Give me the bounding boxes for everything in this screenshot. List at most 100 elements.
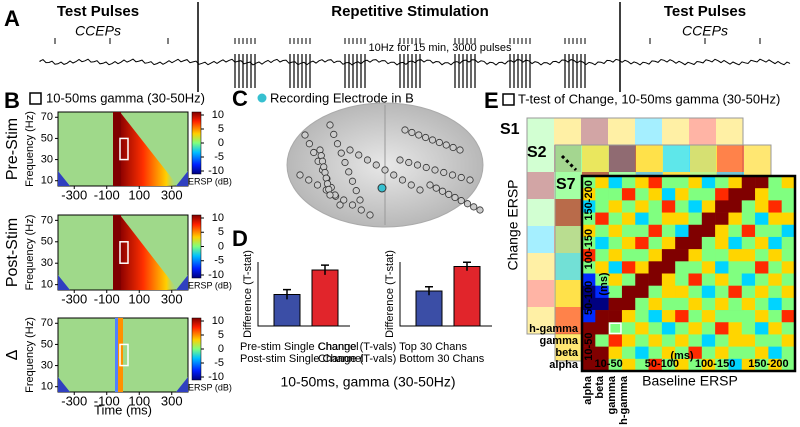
colorbar-label: ERSP (dB)	[188, 176, 232, 186]
matrix-cell	[741, 224, 756, 238]
x-tick-label: -100	[94, 187, 120, 202]
stack-cell	[527, 145, 554, 172]
matrix-cell	[648, 334, 663, 347]
matrix-cell	[595, 358, 609, 372]
matrix-cell	[755, 273, 769, 286]
matrix-cell	[728, 188, 743, 201]
band-label: h-gamma	[618, 375, 630, 425]
roi-box	[608, 322, 622, 335]
matrix-cell	[701, 346, 716, 360]
matrix-cell	[728, 176, 743, 189]
x-tick-label: 100	[128, 187, 150, 202]
title: Test Pulses	[57, 3, 139, 20]
stack-cell	[527, 172, 554, 199]
colorbar-tick-label: -5	[214, 151, 224, 163]
x-tick-label: 100	[128, 291, 150, 306]
stack-cell	[555, 226, 582, 253]
electrode	[313, 181, 322, 189]
stack-cell	[608, 118, 635, 145]
matrix-cell	[608, 261, 623, 274]
electrode	[301, 131, 309, 139]
matrix-cell	[661, 358, 676, 372]
matrix-cell	[595, 236, 609, 250]
matrix-cell	[595, 200, 609, 213]
electrode	[401, 126, 409, 134]
matrix-cell	[675, 176, 689, 189]
matrix-cell	[741, 200, 756, 213]
stack-cell	[527, 253, 554, 280]
roi-box	[119, 137, 129, 161]
colorbar-tick-label: -5	[214, 255, 224, 267]
electrode	[442, 141, 450, 149]
panel-letter: C	[232, 86, 248, 111]
matrix-cell	[715, 249, 729, 262]
matrix-cell	[755, 236, 769, 250]
matrix-cell	[661, 285, 676, 299]
electrode	[440, 168, 448, 177]
matrix-cell	[675, 236, 689, 250]
y-tick-label: 50	[41, 132, 53, 144]
electrode	[448, 171, 457, 179]
matrix-cell	[701, 212, 716, 226]
matrix-cell	[755, 310, 769, 323]
matrix-cell	[661, 261, 676, 274]
matrix-cell	[688, 297, 703, 311]
matrix-cell	[648, 322, 663, 335]
matrix-cell	[728, 310, 743, 323]
matrix-cell	[741, 176, 756, 189]
matrix-cell	[582, 249, 596, 262]
electrode	[352, 187, 360, 195]
stack-cell	[581, 118, 608, 145]
error-bar	[425, 286, 433, 296]
matrix-cell	[688, 310, 703, 323]
matrix-cell	[595, 322, 609, 335]
matrix-cell	[715, 236, 729, 250]
spectrogram-response	[120, 112, 178, 186]
matrix-cell	[675, 358, 689, 372]
y-window-label: 100-150	[583, 229, 595, 269]
matrix-cell	[755, 334, 769, 347]
matrix-cell	[728, 334, 743, 347]
stack-cell	[555, 145, 582, 172]
matrix-cell	[661, 200, 676, 213]
matrix-cell	[608, 285, 623, 299]
matrix-cell	[582, 261, 596, 274]
colorbar	[191, 317, 202, 381]
electrode	[466, 176, 474, 184]
matrix-cell	[621, 261, 636, 274]
colorbar	[191, 214, 202, 279]
subtitle: CCEPs	[75, 23, 121, 39]
matrix-cell	[582, 176, 596, 189]
error-bar	[283, 288, 291, 300]
matrix-cell	[688, 188, 703, 201]
matrix-cell	[621, 273, 636, 286]
electrode	[357, 206, 365, 214]
matrix-cell	[635, 176, 649, 189]
electrode	[333, 140, 342, 148]
matrix-cell	[608, 322, 623, 335]
matrix-cell	[768, 236, 782, 250]
electrode	[422, 133, 430, 142]
legend-entry: Change (T-vals) Top 30 Chans	[318, 341, 467, 353]
stim-artifact	[113, 112, 121, 186]
legend-box	[502, 93, 515, 106]
matrix-cell	[768, 249, 782, 262]
matrix-cell	[648, 285, 663, 299]
matrix-cell	[701, 224, 716, 238]
stack-cell	[609, 145, 636, 172]
y-tick-label: 30	[41, 153, 53, 165]
colorbar-tick-label: 0	[218, 137, 224, 149]
matrix-cell	[661, 249, 676, 262]
stack-cell	[555, 253, 582, 280]
colorbar-tick-label: 0	[218, 240, 224, 252]
electrode	[348, 201, 357, 209]
y-tick-label: 50	[41, 338, 53, 350]
matrix-cell	[648, 236, 663, 250]
colorbar-tick-label: 5	[218, 226, 224, 238]
matrix-cell	[582, 358, 596, 372]
matrix-cell	[582, 212, 596, 226]
legend-text: Recording Electrode in B	[270, 90, 414, 105]
stack-cell	[717, 145, 744, 172]
matrix-cell	[675, 297, 689, 311]
colorbar-tick-label: 5	[218, 123, 224, 135]
